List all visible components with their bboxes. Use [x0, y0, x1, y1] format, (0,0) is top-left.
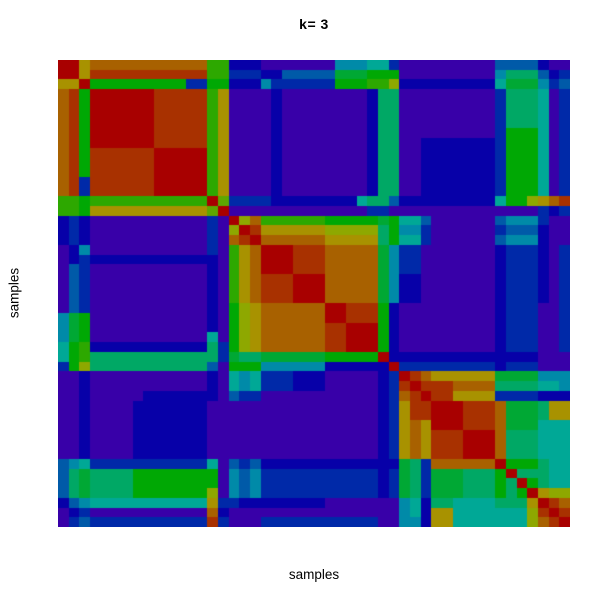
y-axis-label: samples: [6, 267, 22, 319]
plot-title: k= 3: [299, 16, 329, 32]
x-axis-label: samples: [288, 567, 340, 582]
consensus-matrix-heatmap: [58, 60, 570, 527]
